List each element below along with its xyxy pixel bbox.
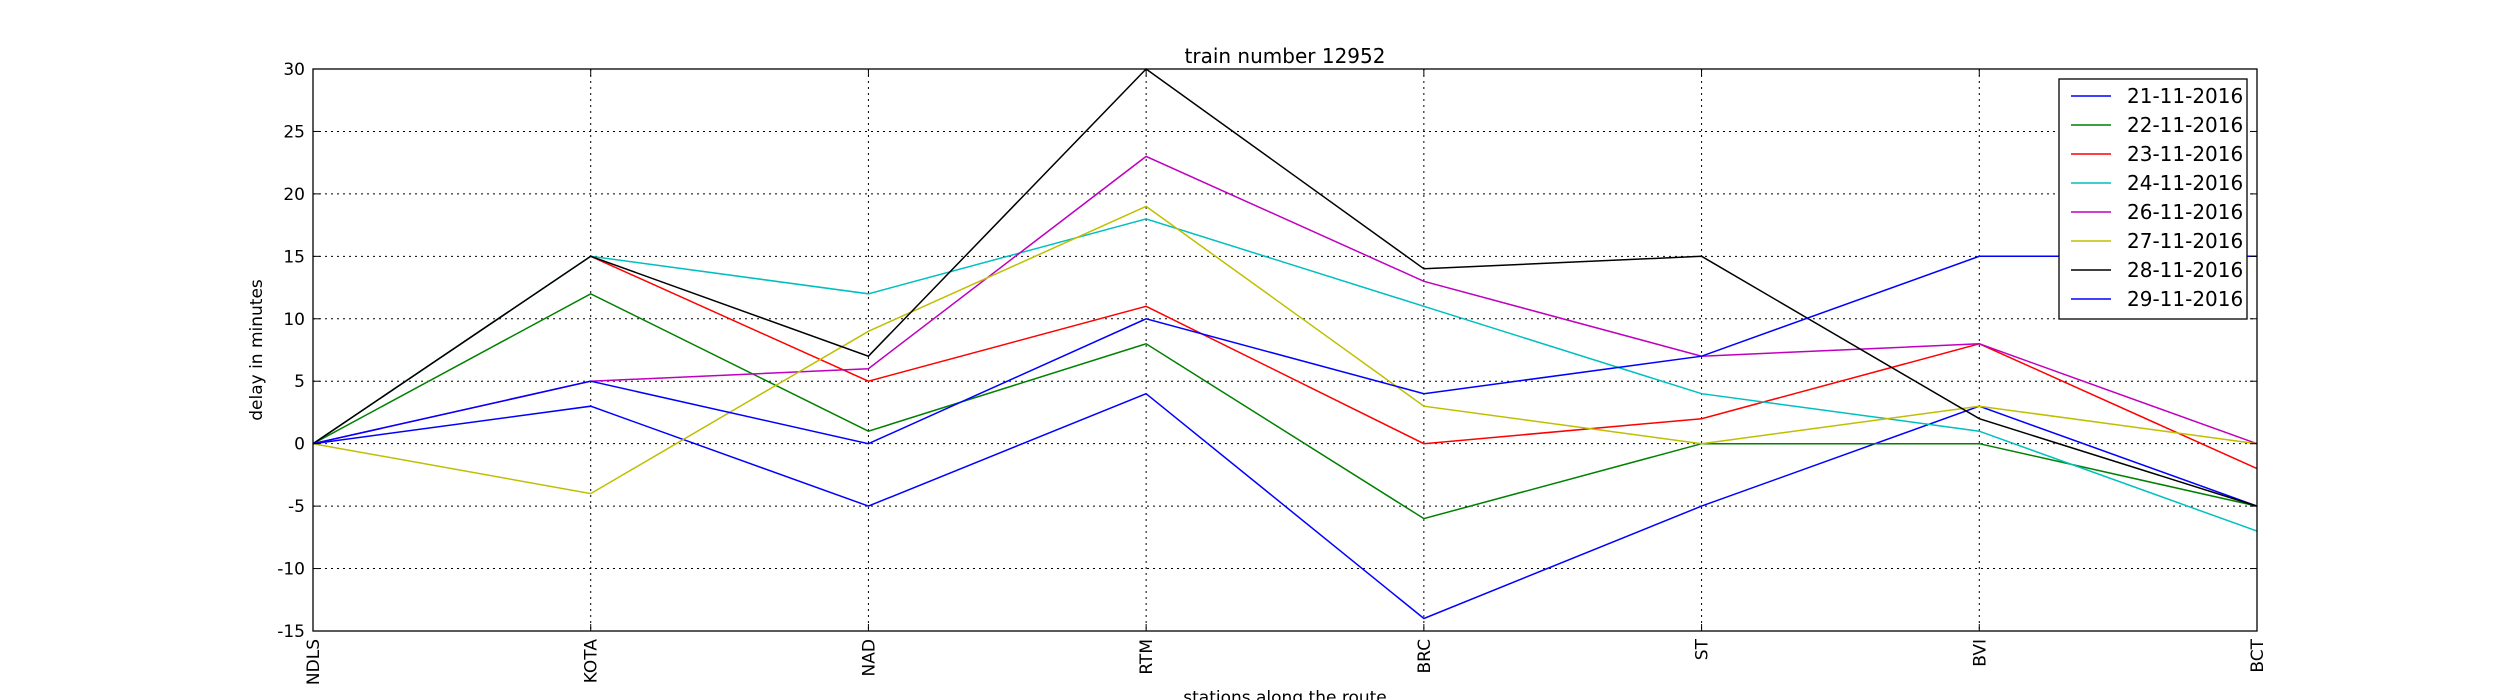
x-tick-label: BCT	[2248, 638, 2268, 672]
series-line	[312, 255, 2257, 445]
legend-label: 27-11-2016	[2127, 229, 2243, 253]
y-tick-label: 20	[283, 185, 305, 205]
series-line	[312, 292, 2258, 520]
y-axis-label: delay in minutes	[247, 279, 267, 421]
legend-label: 28-11-2016	[2127, 258, 2243, 282]
x-tick-label: NDLS	[304, 639, 324, 685]
series-line	[312, 392, 2258, 620]
legend-label: 22-11-2016	[2127, 113, 2243, 137]
x-tick-label: ST	[1693, 638, 1713, 660]
series-line	[312, 218, 2258, 532]
y-tick-label: 0	[294, 435, 305, 455]
x-tick-label: RTM	[1137, 639, 1157, 675]
legend-label: 24-11-2016	[2127, 171, 2243, 195]
legend: 21-11-2016 22-11-2016 23-11-2016 24-11-2016…	[2058, 78, 2248, 320]
tick-layer: NDLS KOTA NAD RTM BRC ST BVI BCT -15 -10 -5 0 5 10 15 2…	[277, 60, 2268, 685]
chart-title: train number 12952	[1185, 44, 1386, 68]
legend-label: 23-11-2016	[2127, 142, 2243, 166]
x-tick-label: BRC	[1415, 639, 1435, 674]
series-layer	[312, 68, 2258, 620]
y-tick-label: -10	[277, 560, 305, 580]
y-tick-label: 15	[283, 247, 305, 267]
legend-box	[2058, 78, 2248, 320]
x-tick-label: BVI	[1970, 639, 1990, 667]
plot-frame	[312, 68, 2258, 632]
y-tick-label: -15	[277, 622, 305, 642]
legend-entries: 21-11-2016 22-11-2016 23-11-2016 24-11-2016…	[2071, 84, 2243, 311]
y-tick-label: -5	[288, 497, 305, 517]
x-tick-label: KOTA	[582, 639, 602, 684]
y-tick-label: 10	[283, 310, 305, 330]
y-tick-label: 25	[283, 122, 305, 142]
x-tick-label: NAD	[859, 639, 879, 676]
legend-label: 26-11-2016	[2127, 200, 2243, 224]
series-line	[312, 68, 2258, 507]
series-line	[312, 255, 2258, 470]
legend-label: 29-11-2016	[2127, 287, 2243, 311]
legend-label: 21-11-2016	[2127, 84, 2243, 108]
series-line	[312, 155, 2258, 445]
y-tick-label: 30	[283, 60, 305, 80]
x-axis-label: stations along the route	[1183, 688, 1387, 700]
y-tick-label: 5	[294, 372, 305, 392]
series-line	[312, 205, 2258, 495]
